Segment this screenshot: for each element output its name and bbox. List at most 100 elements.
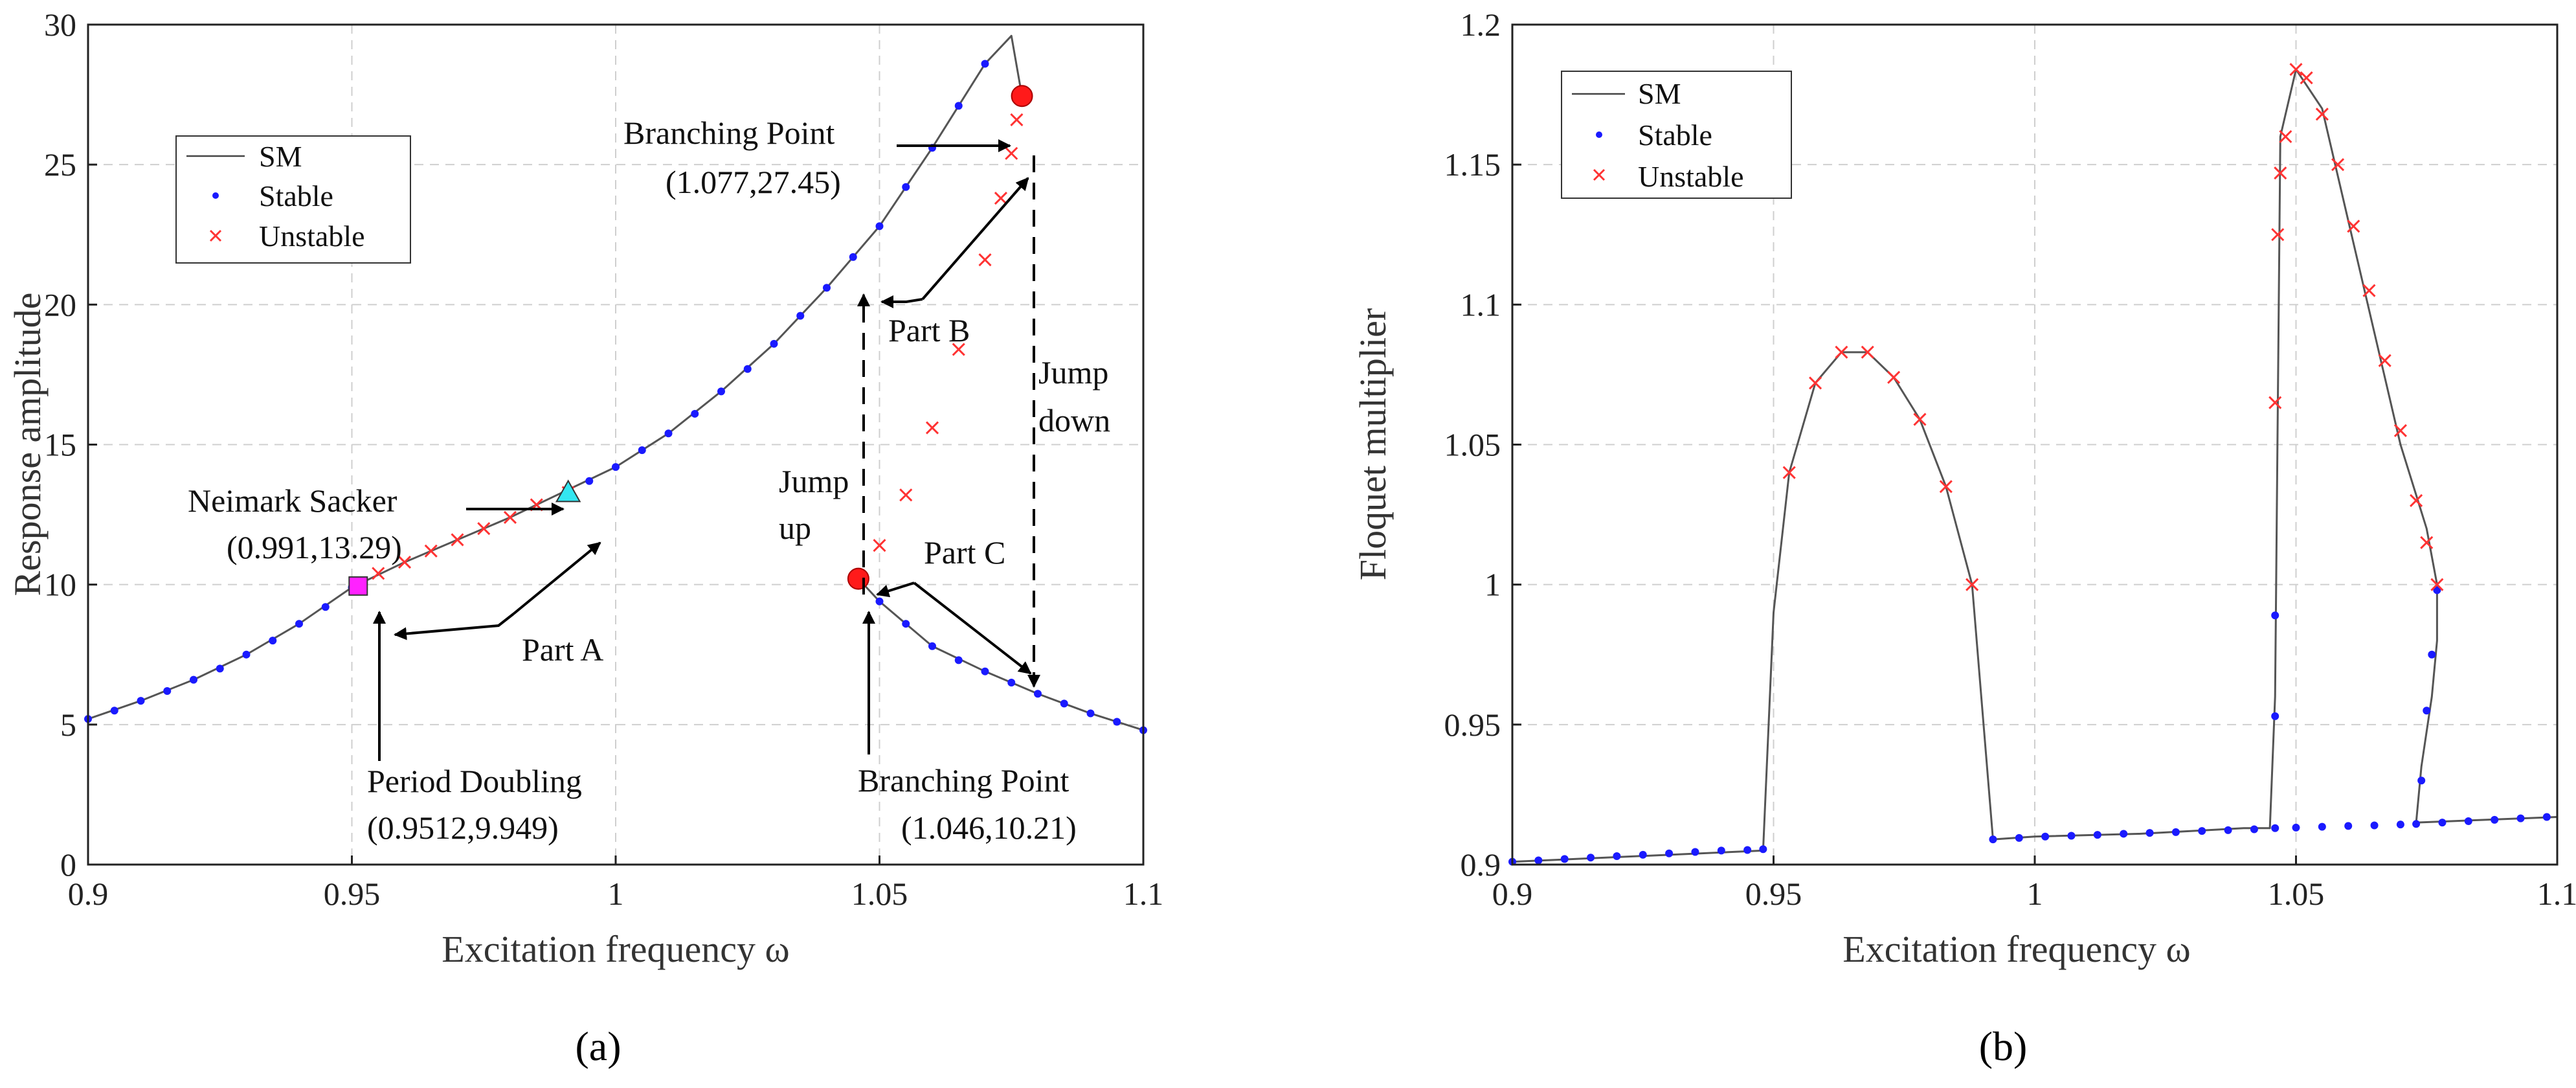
panel-b-unstable-point [2362, 284, 2376, 297]
panel-a-special-markers [348, 85, 1033, 596]
annotation-branching-point-bottom-coord: (1.046,10.21) [901, 810, 1077, 846]
panel-a-stable-point [137, 697, 145, 705]
panel-a-y-axis-label: Response amplitude [6, 293, 49, 596]
panel-b-stable-point [2271, 824, 2279, 832]
panel-a-unstable-point [451, 533, 464, 547]
panel-b-y-tick-label: 1.2 [1461, 6, 1501, 43]
panel-a-unstable-point [1010, 113, 1024, 127]
panel-b-y-axis-label: Floquet multiplier [1352, 308, 1394, 580]
annotation-jump-up-line2: up [779, 510, 811, 546]
panel-a-stable-point [770, 339, 778, 348]
panel-a-y-tick-label: 10 [44, 567, 76, 603]
panel-b-unstable-point [1808, 376, 1822, 390]
panel-b-stable-point [1665, 849, 1674, 857]
legend-unstable: Unstable [259, 220, 365, 253]
annotation-part-a: Part A [522, 631, 603, 668]
panel-b-unstable-point [2274, 166, 2287, 180]
panel-a-label: (a) [575, 1023, 621, 1069]
panel-b-unstable-point [2410, 493, 2423, 508]
panel-a-unstable-point [477, 522, 491, 536]
panel-b-unstable-point [1913, 413, 1927, 426]
panel-a-frame [87, 23, 1145, 866]
panel-b-stable-point [2428, 650, 2436, 659]
panel-b-unstable-point [1835, 345, 1848, 359]
panel-a-stable-point [295, 620, 303, 628]
panel-a-stable-point [585, 477, 594, 485]
panel-b-stable-point [2067, 832, 2076, 840]
panel-a-x-axis-label: Excitation frequency ω [442, 928, 789, 970]
panel-b-unstable-point [2378, 354, 2391, 367]
panel-b-unstable-point [2393, 424, 2407, 437]
panel-b-stable-point [2041, 832, 2050, 841]
branching-point-marker [847, 567, 869, 590]
panel-a-unstable-point [372, 567, 385, 580]
panel-a-stable-point [1007, 678, 1016, 686]
panel-b-unstable-point [2271, 228, 2285, 242]
panel-a-x-tick-label: 0.95 [324, 876, 381, 912]
period-doubling-marker [348, 576, 368, 596]
annotation-branching-point-top-title: Branching Point [623, 115, 834, 151]
panel-a-stable-point [743, 365, 752, 373]
panel-b-y-tick-label: 1.05 [1444, 427, 1501, 463]
panel-b-stable-point [1613, 852, 1621, 861]
panel-a-stable-point [242, 650, 251, 659]
branching-point-marker [1011, 85, 1033, 108]
panel-a-x-tick-label: 1.05 [851, 876, 908, 912]
panel-a-x-tick-label: 1.1 [1123, 876, 1164, 912]
panel-b-stable-point [1743, 846, 1752, 854]
panel-b-unstable-point [2347, 220, 2360, 233]
panel-a-stable-point [1113, 718, 1121, 726]
panel-a-y-tick-label: 5 [60, 707, 76, 743]
panel-b-unstable-point [2420, 536, 2434, 549]
panel-b-stable-point [2271, 712, 2279, 720]
panel-a-stable-point [216, 664, 224, 673]
panel-b-stable-point [2224, 826, 2232, 834]
panel-a-x-tick-label: 0.9 [68, 876, 109, 912]
panel-b-stable-point [1717, 846, 1725, 855]
panel-b-unstable-point [1782, 466, 1796, 479]
panel-a-stable-point [954, 656, 963, 664]
panel-a-y-tick-label: 20 [44, 286, 76, 323]
panel-a-stable-point [849, 253, 857, 261]
panel-a-stable-point [163, 686, 172, 695]
panel-b-stable-point [2271, 611, 2279, 620]
panel-a-stable-point [902, 183, 910, 191]
panel-b-stable-point [2198, 827, 2206, 835]
legend-sm: SM [1638, 77, 1681, 110]
panel-b-stable-point [2412, 820, 2421, 828]
panel-b-unstable-point [2268, 396, 2282, 409]
panel-b-stable-point [2145, 829, 2154, 837]
panel-b-stable-point [1534, 856, 1543, 865]
annotation-part-c: Part C [924, 534, 1005, 571]
panel-a-y-tick-label: 25 [44, 146, 76, 183]
panel-a-stable-point [902, 620, 910, 628]
panel-b-y-tick-label: 1 [1484, 567, 1501, 603]
panel-b-stable-point [2464, 817, 2472, 825]
panel-b-x-tick-label: 1.05 [2268, 876, 2325, 912]
panel-a-stable-point [717, 387, 725, 396]
annotation-branching-point-bottom-title: Branching Point [858, 762, 1069, 799]
panel-b-series [1508, 63, 2558, 866]
panel-a-y-tick-label: 30 [44, 6, 76, 43]
panel-a-stable-point [928, 642, 936, 650]
panel-b-stable-point [2015, 833, 2023, 842]
panel-a-stable-point [796, 312, 805, 320]
panel-b-unstable-point [1887, 370, 1901, 384]
annotation-neimark-sacker-coord: (0.991,13.29) [227, 529, 402, 565]
panel-b-y-tick-label: 0.9 [1461, 846, 1501, 883]
panel-a-unstable-point [424, 544, 438, 558]
panel-b-unstable-point [1966, 578, 1979, 591]
panel-b-stable-point [1560, 855, 1569, 863]
panel-a-stable-point [612, 463, 620, 471]
panel-b-unstable-point [1861, 345, 1874, 359]
panel-b-x-axis-label: Excitation frequency ω [1842, 928, 2190, 970]
panel-a-stable-point [269, 637, 277, 645]
panel-a-unstable-point [873, 539, 886, 552]
panel-b-stable-point [1639, 850, 1647, 859]
panel-a-x-tick-label: 1 [608, 876, 624, 912]
panel-b-unstable-point [2279, 130, 2292, 143]
panel-a-unstable-point [994, 191, 1008, 205]
panel-b-label: (b) [1979, 1023, 2028, 1069]
panel-b-stable-point [2396, 821, 2404, 829]
panel-a-stable-point [1086, 709, 1095, 718]
